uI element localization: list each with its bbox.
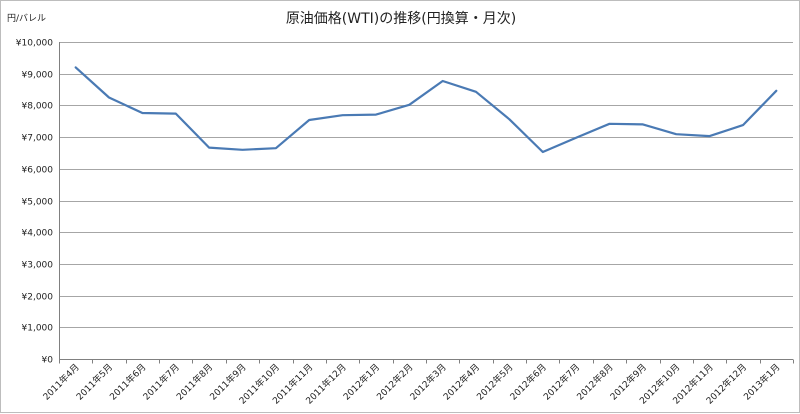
y-tick-label: ¥1,000 [22, 324, 54, 334]
x-tick-label: 2013年1月 [741, 361, 782, 402]
y-tick-label: ¥8,000 [22, 102, 54, 112]
y-axis-unit-label: 円/バレル [7, 13, 46, 24]
y-tick-label: ¥6,000 [22, 166, 54, 176]
y-tick-label: ¥9,000 [22, 71, 54, 81]
chart-title: 原油価格(WTI)の推移(円換算・月次) [286, 11, 516, 27]
series-layer [74, 66, 778, 154]
y-tick-label: ¥7,000 [22, 134, 54, 144]
y-tick-label: ¥4,000 [22, 229, 54, 239]
gridlines [59, 42, 793, 328]
series-line [74, 66, 778, 154]
y-tick-label: ¥3,000 [22, 261, 54, 271]
axes [59, 42, 794, 364]
y-tick-label: ¥10,000 [16, 39, 53, 49]
x-tick-labels: 2011年4月2011年5月2011年6月2011年7月2011年8月2011年… [40, 361, 782, 407]
y-tick-label: ¥5,000 [22, 198, 54, 208]
y-tick-label: ¥0 [42, 356, 54, 366]
y-tick-labels: ¥0 ¥1,000 ¥2,000 ¥3,000 ¥4,000 ¥5,000 ¥6,000 ¥7… [16, 39, 53, 366]
y-tick-label: ¥2,000 [22, 293, 54, 303]
